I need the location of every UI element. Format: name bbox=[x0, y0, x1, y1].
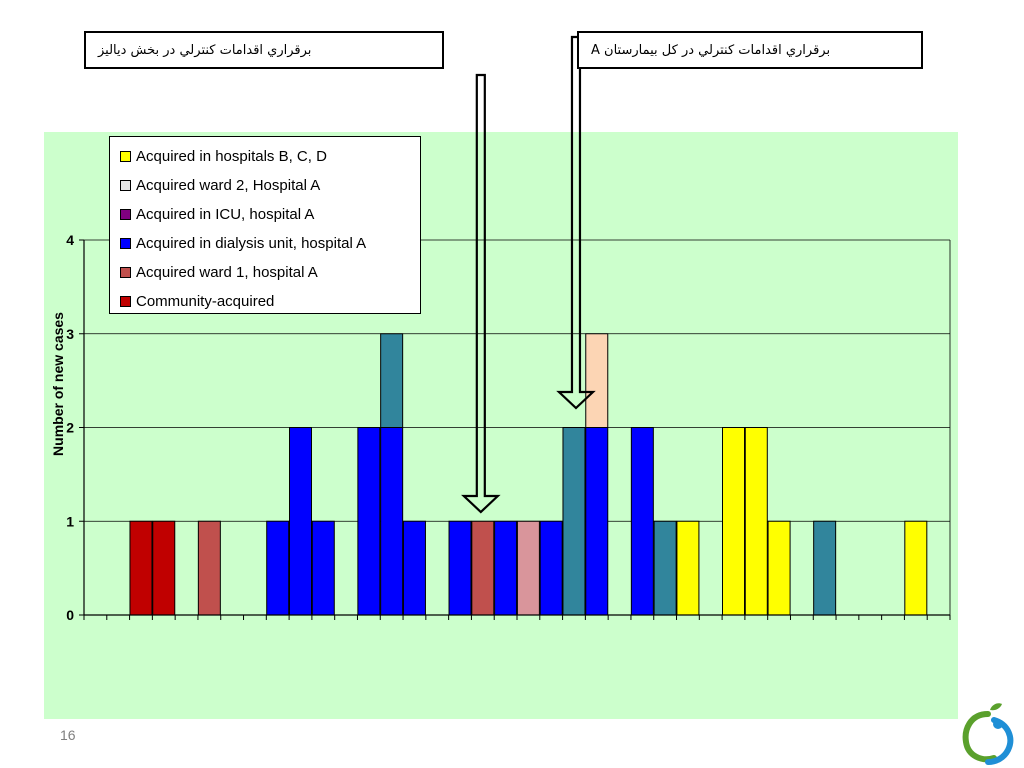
bar-segment bbox=[767, 520, 791, 616]
y-axis-label: Number of new cases bbox=[50, 312, 66, 456]
bar-segment bbox=[676, 520, 700, 616]
legend-item: Acquired in dialysis unit, hospital A bbox=[120, 229, 410, 258]
legend-swatch bbox=[120, 151, 131, 162]
bar-segment bbox=[630, 427, 654, 616]
y-tick-label: 0 bbox=[66, 607, 74, 623]
y-tick-labels: 0 1 2 3 4 bbox=[66, 232, 84, 623]
y-tick-label: 1 bbox=[66, 513, 74, 529]
legend-swatch bbox=[120, 238, 131, 249]
dialysis-measures-arrow bbox=[461, 73, 501, 514]
y-tick-label: 3 bbox=[66, 326, 74, 342]
legend-swatch bbox=[120, 180, 131, 191]
bar-segment bbox=[380, 427, 404, 616]
hospital-measures-arrow bbox=[556, 35, 596, 410]
bar-segment bbox=[904, 520, 928, 616]
bar-segment bbox=[585, 427, 609, 616]
bar-segment bbox=[380, 333, 404, 428]
bar-segment bbox=[539, 520, 563, 616]
legend-swatch bbox=[120, 267, 131, 278]
legend-label: Acquired in ICU, hospital A bbox=[136, 206, 315, 223]
bar-segment bbox=[152, 520, 176, 616]
annotation-arrows bbox=[461, 35, 596, 514]
legend-item: Acquired in hospitals B, C, D bbox=[120, 142, 410, 171]
bar-segment bbox=[585, 333, 609, 428]
bar-segment bbox=[289, 427, 312, 616]
legend-item: Acquired in ICU, hospital A bbox=[120, 200, 410, 229]
bar-segment bbox=[357, 427, 381, 616]
bar-segment bbox=[516, 520, 540, 616]
legend-item: Community-acquired bbox=[120, 287, 410, 316]
callout-hospital-measures: برقراري اقدامات كنترلي در كل بيمارستان A bbox=[577, 31, 923, 69]
bar-segment bbox=[562, 427, 586, 616]
bar-segment bbox=[813, 520, 837, 616]
bar-segment bbox=[494, 520, 518, 616]
callout-hospital-text: برقراري اقدامات كنترلي در كل بيمارستان A bbox=[591, 42, 831, 58]
bar-segment bbox=[744, 427, 768, 616]
page-number: 16 bbox=[60, 727, 76, 743]
legend-item: Acquired ward 2, Hospital A bbox=[120, 171, 410, 200]
legend-swatch bbox=[120, 209, 131, 220]
bar-segment bbox=[471, 520, 495, 616]
bar-segment bbox=[448, 520, 472, 616]
y-tick-label: 2 bbox=[66, 420, 74, 436]
bar-segment bbox=[653, 520, 677, 616]
legend-label: Acquired in dialysis unit, hospital A bbox=[136, 235, 367, 252]
legend-label: Acquired ward 1, hospital A bbox=[136, 264, 318, 281]
bar-segment bbox=[311, 520, 335, 616]
callout-dialysis-text: برقراري اقدامات كنترلي در بخش دياليز bbox=[98, 42, 312, 58]
bar-segment bbox=[266, 520, 290, 616]
x-tick-marks bbox=[83, 615, 951, 620]
chart-legend: Acquired in hospitals B, C, D Acquired wa… bbox=[109, 136, 421, 314]
bars bbox=[129, 333, 928, 616]
legend-label: Acquired ward 2, Hospital A bbox=[136, 177, 321, 194]
bar-segment bbox=[402, 520, 426, 616]
legend-label: Acquired in hospitals B, C, D bbox=[136, 148, 327, 165]
callout-dialysis-measures: برقراري اقدامات كنترلي در بخش دياليز bbox=[84, 31, 444, 69]
legend-swatch bbox=[120, 296, 131, 307]
bar-segment bbox=[722, 427, 745, 616]
y-tick-label: 4 bbox=[66, 232, 74, 248]
bar-segment bbox=[197, 520, 221, 616]
bar-segment bbox=[129, 520, 153, 616]
legend-item: Acquired ward 1, hospital A bbox=[120, 258, 410, 287]
organization-logo bbox=[962, 703, 1014, 765]
legend-label: Community-acquired bbox=[136, 293, 275, 310]
